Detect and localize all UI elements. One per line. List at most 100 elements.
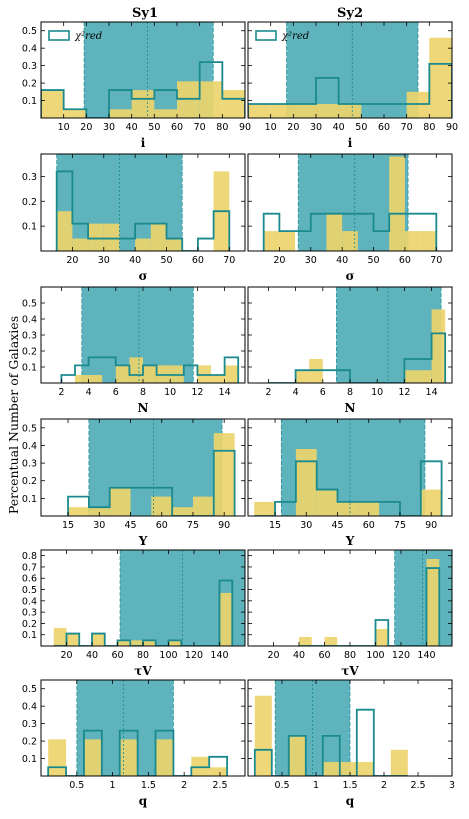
x-tick-label: 60 (171, 122, 183, 133)
y-tick-label: 0.1 (22, 363, 37, 374)
x-axis-label: q (346, 794, 355, 808)
bar (293, 104, 316, 118)
bar (295, 448, 317, 516)
x-axis-label: τV (341, 664, 359, 678)
bar (322, 762, 340, 776)
x-tick-label: 45 (331, 520, 343, 531)
bar (143, 365, 157, 383)
bar (222, 90, 245, 118)
bar (429, 37, 452, 118)
x-tick-label: 80 (423, 122, 435, 133)
y-tick-label: 0.3 (22, 61, 37, 72)
band (394, 550, 452, 646)
y-tick-label: 0.5 (22, 423, 37, 434)
step-histogram (41, 61, 245, 118)
step-histogram (60, 356, 240, 383)
x-tick-label: 30 (300, 520, 312, 531)
x-tick-label: 8 (347, 387, 353, 398)
bar (103, 223, 120, 251)
step-histogram (299, 567, 441, 646)
bar (131, 90, 155, 118)
x-tick-label: 140 (210, 650, 228, 661)
bar (115, 365, 130, 383)
x-axis-label: τV (134, 664, 152, 678)
y-tick-label: 0.2 (22, 79, 37, 90)
x-tick-label: 140 (417, 650, 435, 661)
panel-Sy2-tauV: 20 40 60 80 100 120 140 τV (247, 549, 453, 678)
bar (109, 487, 131, 516)
band (336, 287, 442, 383)
bar (295, 370, 310, 383)
axes-frame (40, 153, 246, 252)
bar (426, 559, 440, 646)
x-tick-label: 50 (148, 122, 160, 133)
x-tick-label: 10 (164, 387, 176, 398)
bar (150, 223, 167, 251)
bar (166, 238, 183, 251)
x-tick-label: 1.5 (141, 780, 156, 791)
bar (192, 496, 214, 516)
plot-area (41, 22, 245, 118)
bar (63, 109, 87, 118)
x-tick-label: 14 (219, 387, 231, 398)
x-axis-label: i (348, 136, 353, 150)
y-tick-label: 0.3 (22, 719, 37, 730)
x-tick-label: 6 (320, 387, 326, 398)
panel-Sy1-N: 2 4 6 8 10 12 14 0.1 0.2 0.3 0.4 0.5 N (22, 286, 246, 415)
bar (338, 104, 362, 118)
bar (404, 231, 421, 251)
x-tick-label: 80 (137, 650, 149, 661)
y-tick-label: 0.1 (22, 96, 37, 107)
bar (109, 109, 132, 118)
bar (83, 739, 102, 776)
y-tick-label: 0.2 (22, 347, 37, 358)
bar (299, 636, 312, 646)
x-tick-label: 30 (103, 122, 115, 133)
axes-frame (247, 153, 453, 252)
bar (254, 501, 276, 516)
x-tick-label: 75 (187, 520, 199, 531)
axes-frame (247, 21, 453, 119)
y-tick-label: 0.4 (22, 44, 37, 55)
axes-frame (247, 418, 453, 517)
bar (92, 633, 105, 646)
step-histogram (67, 449, 236, 516)
panel-Sy1-Y: 15 30 45 60 75 90 0.1 0.2 0.3 0.4 0.5 Y (22, 418, 246, 548)
x-tick-label: 90 (425, 520, 437, 531)
bar (48, 739, 67, 776)
x-tick-label: 2.5 (410, 780, 425, 791)
x-tick-label: 30 (310, 122, 322, 133)
y-tick-label: 0.1 (22, 222, 37, 233)
x-tick-label: 20 (287, 122, 299, 133)
bar (143, 640, 156, 646)
x-tick-label: 14 (426, 387, 438, 398)
bar (224, 365, 239, 383)
x-tick-label: 70 (401, 122, 413, 133)
x-tick-label: 15 (62, 520, 74, 531)
bar (41, 90, 64, 118)
x-tick-label: 30 (305, 255, 317, 266)
x-tick-label: 40 (129, 255, 141, 266)
bar (339, 762, 357, 776)
y-tick-label: 0.4 (22, 702, 37, 713)
bar (119, 739, 138, 776)
y-tick-label: 0.4 (22, 441, 37, 452)
bar (154, 109, 177, 118)
x-tick-label: 1 (313, 780, 319, 791)
bar (358, 501, 380, 516)
x-tick-label: 90 (239, 122, 251, 133)
x-tick-label: 60 (363, 520, 375, 531)
x-tick-label: 40 (126, 122, 138, 133)
bar (53, 627, 67, 646)
x-tick-label: 2.5 (212, 780, 227, 791)
x-tick-label: 4 (293, 387, 299, 398)
bar (66, 633, 80, 646)
x-tick-label: 100 (159, 650, 177, 661)
y-tick-label: 0.7 (22, 562, 37, 573)
bar (420, 231, 437, 251)
bar (68, 507, 89, 516)
x-tick-label: 12 (191, 387, 203, 398)
plot-area (268, 287, 447, 383)
x-tick-label: 40 (86, 650, 98, 661)
